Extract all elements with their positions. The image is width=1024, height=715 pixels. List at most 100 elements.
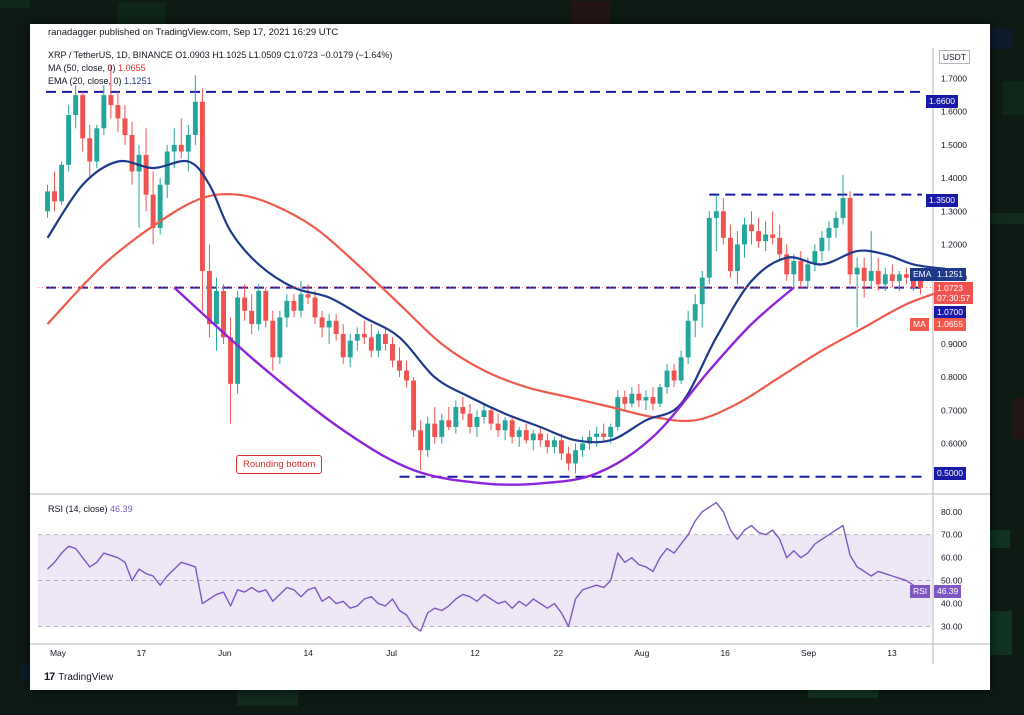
candle-body [418,430,424,451]
candle [587,430,593,451]
candle-body [573,450,578,464]
time-tick-label: Sep [801,648,816,658]
candle-body [749,224,754,232]
candle-body [326,320,332,328]
candle-body [263,290,269,321]
candle-body [291,300,297,311]
candle-body [319,317,325,328]
published-line: ranadagger published on TradingView.com,… [48,27,339,38]
candle [312,290,318,325]
candle-body [80,95,86,139]
candle-body [73,95,79,116]
time-tick-label: 22 [554,648,564,658]
candle-body [544,440,550,447]
candle [214,277,219,351]
candle [45,184,50,218]
candle [228,317,234,424]
ema-legend-value: 1.1251 [124,76,152,86]
ema-axis-value: 1.1251 [934,268,966,281]
candle [580,436,586,457]
time-tick-label: Jun [218,648,232,658]
candle [544,433,550,454]
candle-body [249,310,255,325]
candle-body [587,436,593,444]
candle [178,118,184,159]
candle [530,430,536,451]
candle-body [333,320,339,335]
rsi-line[interactable] [47,501,921,632]
candle [615,390,621,431]
candle [495,413,501,437]
candle-body [861,267,867,281]
time-tick-label: Jul [386,648,397,658]
candle [467,403,473,434]
currency-unit-badge[interactable]: USDT [938,50,970,64]
candle-body [615,397,621,427]
candle-body [720,211,726,238]
candle-body [214,290,219,325]
price-tick-label: 1.2000 [941,239,967,249]
candle [432,407,438,444]
candle-body [361,334,367,338]
chart-card: 1.70001.60001.50001.40001.30001.20001.10… [30,24,990,690]
candle [840,174,846,225]
candle-body [601,433,607,437]
candle [784,244,790,281]
tradingview-brand[interactable]: 17 TradingView [44,671,113,683]
candle-body [868,271,874,281]
candle [108,65,114,119]
rsi-axis-tag: RSI [910,585,931,598]
candle [812,244,818,271]
price-tick-label: 1.5000 [941,140,967,150]
candle [354,327,360,351]
candle [636,383,642,408]
rounding-bottom-curve[interactable] [173,286,795,487]
rsi-band [38,534,932,627]
brand-name: TradingView [58,671,114,683]
candle [411,377,417,437]
candle-body [756,231,762,242]
time-tick-label: 12 [470,648,480,658]
candle-body [481,410,487,417]
chart-canvas[interactable]: 1.70001.60001.50001.40001.30001.20001.10… [30,24,990,690]
rsi-tick-label: 40.00 [941,599,963,609]
candle-body [742,224,747,245]
candle [847,191,853,285]
candle-body [854,267,860,275]
candle-body [896,274,902,281]
candle [699,271,705,328]
price-tick-label: 1.4000 [941,173,967,183]
candle [235,290,241,394]
candle [896,271,902,291]
candle-body [664,370,670,388]
ma-legend[interactable]: MA (50, close, 0) 1.0655 [48,63,146,73]
candle-body [882,274,888,285]
candle-body [136,154,142,172]
ema-legend[interactable]: EMA (20, close, 0) 1.1251 [48,76,152,86]
time-tick-label: 16 [720,648,730,658]
candle [826,221,832,252]
price-tick-label: 0.6000 [941,439,967,449]
candle [340,324,346,364]
rsi-tick-label: 50.00 [941,576,963,586]
candle-body [551,440,557,447]
candle [206,244,212,338]
time-tick-label: Aug [634,648,649,658]
rsi-legend[interactable]: RSI (14, close) 46.39 [48,504,133,514]
candle-body [713,211,719,218]
candle-body [305,294,311,298]
candle [742,217,747,258]
candle-body [242,297,248,311]
candle-body [206,271,212,325]
candle-body [382,334,388,344]
candle-body [502,420,508,431]
candle-body [537,433,543,441]
candle [361,320,367,344]
ema20-line[interactable] [46,159,949,444]
ma50-line[interactable] [46,193,949,423]
time-tick-label: 14 [303,648,313,658]
candle-body [432,423,438,437]
candle [650,387,656,411]
candle [601,423,607,441]
candle [629,387,635,408]
